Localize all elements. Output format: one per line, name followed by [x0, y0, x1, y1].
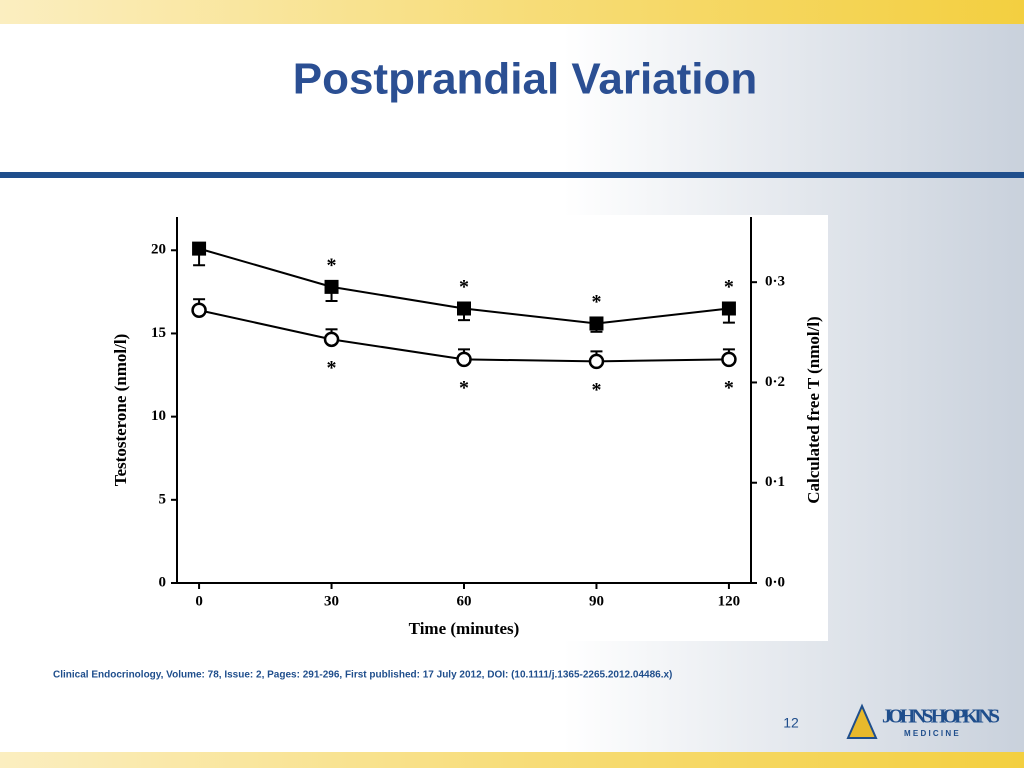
x-tick-label: 60: [457, 593, 472, 609]
significance-label: *: [459, 377, 469, 399]
x-tick-label: 30: [324, 593, 339, 609]
point: [456, 351, 472, 368]
bottom-band: [0, 752, 1024, 768]
citation: Clinical Endocrinology, Volume: 78, Issu…: [53, 670, 672, 681]
point: [588, 353, 605, 370]
y2-tick-label: 0·0: [765, 574, 785, 590]
significance-label: *: [591, 291, 601, 313]
significance-label: *: [591, 379, 601, 401]
y-tick-label: 0: [159, 574, 167, 590]
chart-panel: [105, 215, 828, 641]
significance-label: *: [724, 276, 734, 298]
top-band: [0, 0, 1024, 24]
page-number: 12: [783, 715, 799, 731]
point: [721, 301, 736, 316]
y2-tick-label: 0·2: [765, 374, 785, 390]
x-tick-label: 90: [589, 593, 604, 609]
point: [721, 351, 737, 368]
chart: 0 5 10 15 20 0·0 0·1 0·2 0·3 0 30 60 90 120 Time (minu…: [111, 217, 823, 638]
x-axis-label: Time (minutes): [409, 619, 520, 638]
point: [192, 241, 207, 256]
logo-icon: [846, 703, 878, 739]
significance-label: *: [724, 377, 734, 399]
point: [589, 316, 604, 331]
point: [323, 331, 340, 348]
point: [457, 301, 471, 316]
significance-label: *: [327, 357, 337, 379]
y-axis-label: Testosterone (nmol/l): [111, 334, 130, 487]
y-tick-label: 10: [151, 408, 166, 424]
y2-tick-label: 0·3: [765, 274, 785, 290]
logo-subtitle: M E D I C I N E: [904, 729, 959, 738]
logo-name: JOHNS HOPKINS: [882, 706, 1000, 728]
point: [324, 279, 339, 294]
significance-label: *: [459, 276, 469, 298]
slide-title: Postprandial Variation: [293, 55, 758, 104]
y-tick-label: 5: [159, 491, 167, 507]
y-tick-label: 15: [151, 325, 166, 341]
rule: [0, 172, 1024, 178]
x-tick-label: 120: [718, 593, 741, 609]
significance-label: *: [327, 254, 337, 276]
point: [191, 302, 207, 319]
y2-tick-label: 0·1: [765, 474, 785, 490]
y2-axis-label: Calculated free T (nmol/l): [804, 316, 823, 503]
x-tick-label: 0: [195, 593, 203, 609]
y-tick-label: 20: [151, 242, 166, 258]
